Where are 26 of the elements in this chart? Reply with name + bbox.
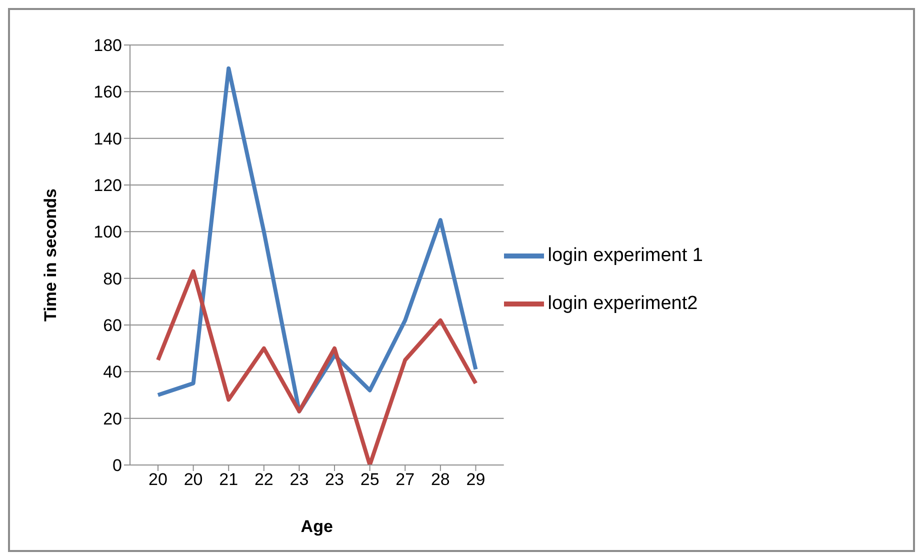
x-tick-label: 20 [184, 470, 203, 490]
y-tick-label: 40 [103, 362, 122, 382]
x-tick-label: 25 [360, 470, 380, 490]
y-tick-label: 80 [103, 269, 122, 288]
x-tick-label: 21 [219, 470, 238, 490]
x-tick-label: 29 [466, 470, 486, 490]
y-axis-title: Time in seconds [41, 188, 60, 322]
y-tick-label: 120 [94, 176, 122, 196]
y-tick-label: 60 [103, 316, 122, 336]
line-series [156, 269, 478, 465]
x-tick-label: 22 [254, 470, 274, 490]
y-tick-label: 20 [103, 409, 122, 428]
y-tick-label: 0 [112, 456, 122, 476]
legend-label: login experiment 1 [548, 245, 703, 266]
x-tick-label: 23 [290, 470, 309, 490]
y-tick-label: 100 [94, 222, 122, 242]
line-series [156, 66, 478, 414]
y-tick-label: 140 [94, 129, 122, 148]
y-tick-label: 160 [94, 82, 122, 102]
x-tick-label: 20 [148, 470, 168, 490]
x-axis-title: Age [300, 517, 333, 536]
y-tick-label: 180 [94, 36, 122, 56]
legend-label: login experiment2 [548, 293, 698, 314]
x-tick-label: 23 [325, 470, 344, 490]
x-tick-label: 28 [430, 470, 450, 490]
x-tick-label: 27 [396, 470, 415, 490]
